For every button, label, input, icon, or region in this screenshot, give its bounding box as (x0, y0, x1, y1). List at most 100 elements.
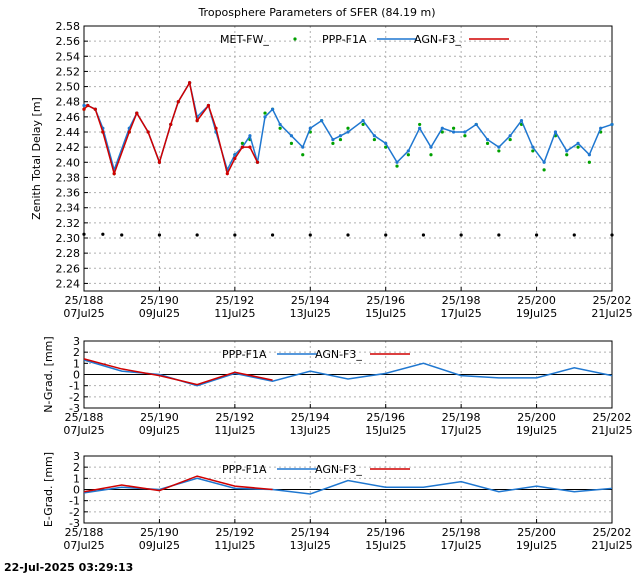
series-met-point (240, 141, 244, 145)
series-ppp-point (463, 130, 467, 134)
x-tick-label-date: 19Jul25 (516, 424, 557, 437)
series-ppp-point (248, 134, 252, 138)
x-tick-label-date: 15Jul25 (365, 424, 406, 437)
y-tick-label: 2.42 (56, 141, 81, 154)
series-ppp-point (429, 145, 433, 149)
series-ppp-line (83, 477, 613, 495)
y-tick-label: 0 (73, 369, 80, 382)
series-ppp-point (82, 103, 86, 108)
y-tick-label: 2 (73, 346, 80, 359)
series-ppp-point (474, 122, 478, 127)
series-ppp-point (418, 126, 422, 130)
y-axis-label: N-Grad. [mm] (42, 336, 55, 412)
series-agn-point (127, 130, 131, 134)
x-tick-label-date: 11Jul25 (214, 424, 255, 437)
legend-label: PPP-F1A (222, 348, 267, 361)
series-agn-point (206, 103, 211, 108)
x-tick-label-day: 25/198 (442, 294, 481, 307)
series-agn-point (195, 119, 199, 123)
x-tick-label-day: 25/196 (366, 526, 405, 539)
x-tick-label-day: 25/198 (442, 411, 481, 424)
series-ppp-point (519, 119, 524, 123)
series-agn-point (82, 107, 86, 111)
y-tick-label: 1 (73, 357, 80, 370)
x-tick-label-date: 13Jul25 (290, 307, 331, 320)
x-tick-label-day: 25/200 (517, 526, 556, 539)
series-ppp-point (384, 141, 388, 145)
series-baseline-point (233, 233, 237, 237)
legend-label: PPP-F1A (322, 33, 367, 46)
y-tick-label: -3 (69, 517, 80, 530)
series-met-point (452, 126, 456, 130)
series-baseline-point (421, 233, 426, 237)
x-tick-label-day: 25/188 (65, 411, 104, 424)
series-agn-point (255, 160, 260, 164)
series-agn-line (83, 358, 273, 386)
y-tick-label: 2.32 (56, 217, 81, 230)
x-tick-label-day: 25/192 (216, 526, 255, 539)
series-agn-point (169, 122, 173, 127)
series-baseline-point (572, 233, 576, 237)
x-tick-label-day: 25/192 (216, 294, 255, 307)
series-met-point (508, 137, 512, 142)
legend-label: AGN-F3_ (414, 33, 461, 46)
series-ppp-point (372, 134, 376, 138)
series-ppp-point (289, 134, 294, 138)
x-tick-label-date: 17Jul25 (441, 424, 482, 437)
series-met-point (406, 153, 410, 157)
series-ppp-point (452, 130, 456, 134)
plot-frame (83, 455, 613, 524)
x-tick-label-date: 09Jul25 (139, 424, 180, 437)
series-ppp-point (346, 130, 350, 134)
series-agn-point (112, 172, 116, 176)
series-baseline-point (610, 233, 614, 237)
series-agn-point (86, 103, 90, 108)
x-tick-label-date: 17Jul25 (441, 539, 482, 552)
x-tick-label-day: 25/190 (140, 526, 179, 539)
legend-swatch (293, 37, 297, 41)
series-ppp-point (440, 126, 444, 130)
x-tick-label-date: 09Jul25 (139, 307, 180, 320)
y-tick-label: -1 (69, 495, 80, 508)
x-tick-label-date: 13Jul25 (290, 424, 331, 437)
x-tick-label-date: 19Jul25 (516, 307, 557, 320)
y-tick-label: 3 (73, 450, 80, 463)
y-tick-label: 2.56 (56, 35, 81, 48)
x-tick-label-date: 15Jul25 (365, 307, 406, 320)
series-met-point (542, 168, 546, 172)
series-baseline-point (459, 233, 463, 237)
x-tick-label-date: 13Jul25 (290, 539, 331, 552)
series-ppp-point (270, 107, 275, 111)
series-met-point (384, 145, 388, 149)
series-met-point (429, 153, 433, 157)
x-tick-label-day: 25/196 (366, 294, 405, 307)
chart-title: Troposphere Parameters of SFER (84.19 m) (197, 6, 435, 19)
series-baseline-point (101, 232, 105, 236)
y-tick-label: 2.46 (56, 111, 81, 124)
x-tick-label-date: 11Jul25 (214, 307, 255, 320)
y-tick-label: -3 (69, 402, 80, 415)
y-tick-label: 2.58 (56, 20, 81, 33)
series-ppp-line (83, 359, 613, 387)
series-baseline-point (270, 233, 275, 237)
y-tick-label: 2.44 (56, 126, 81, 139)
series-met-point (565, 153, 569, 157)
legend-label: MET-FW_ (220, 33, 269, 46)
y-tick-label: 2.50 (56, 81, 81, 94)
y-tick-label: 2.48 (56, 96, 81, 109)
x-tick-label-date: 15Jul25 (365, 539, 406, 552)
series-agn-point (225, 172, 229, 176)
series-agn-point (101, 130, 105, 134)
x-tick-label-day: 25/190 (140, 411, 179, 424)
series-agn-point (214, 126, 218, 130)
series-baseline-point (497, 233, 501, 237)
x-tick-label-day: 25/202 (593, 411, 632, 424)
series-met-point (278, 126, 282, 130)
series-agn-line (83, 475, 273, 493)
series-met-point (372, 137, 376, 142)
x-tick-label-date: 21Jul25 (591, 307, 632, 320)
series-ppp-point (320, 119, 324, 123)
series-baseline-point (384, 233, 388, 237)
